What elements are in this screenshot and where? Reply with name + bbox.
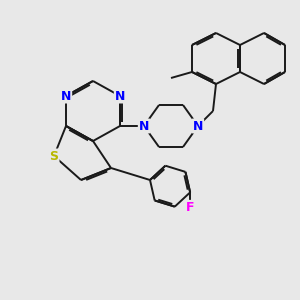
Text: N: N	[139, 119, 149, 133]
Text: N: N	[61, 89, 71, 103]
Text: N: N	[115, 89, 125, 103]
Text: F: F	[186, 201, 194, 214]
Text: S: S	[50, 149, 58, 163]
Text: N: N	[193, 119, 203, 133]
